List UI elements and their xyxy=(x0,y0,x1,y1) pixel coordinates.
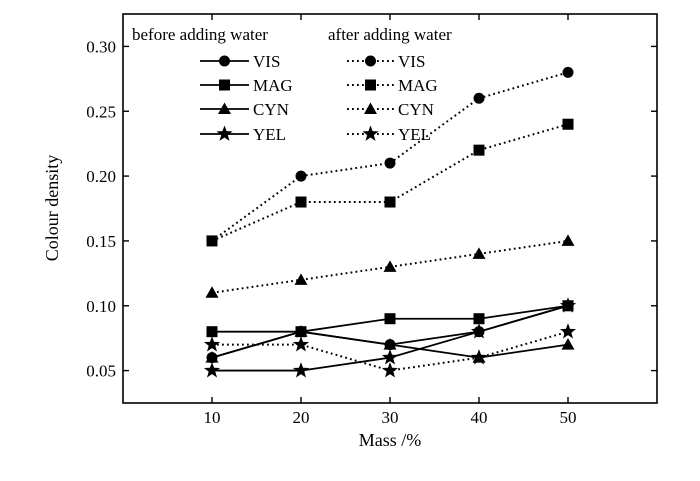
data-point-vis-after xyxy=(295,170,307,182)
data-point-yel-after xyxy=(292,336,310,352)
data-point-yel-before xyxy=(292,362,310,378)
data-point-cyn-after xyxy=(294,273,308,285)
legend-before-header: before adding water xyxy=(132,25,268,44)
axis-ticks: 10 20 30 40 50 0.05 0.10 0.15 0.20 0.25 0.30 xyxy=(86,14,657,427)
data-point-cyn-after xyxy=(472,247,486,259)
data-point-cyn-after xyxy=(205,286,219,298)
legend-marker-mag-before xyxy=(219,79,230,91)
legend-label-vis-before: VIS xyxy=(253,52,280,71)
data-point-mag-after xyxy=(473,144,485,156)
data-point-cyn-before xyxy=(383,338,397,350)
data-point-mag-after xyxy=(295,196,307,208)
series-mag-before xyxy=(206,300,574,338)
data-point-yel-before xyxy=(470,323,488,339)
data-point-cyn-before xyxy=(294,325,308,337)
series-line-vis-after xyxy=(211,71,569,242)
legend-entry-mag-after: MAG xyxy=(347,76,438,95)
data-point-yel-before xyxy=(203,362,221,378)
legend-marker-yel-before xyxy=(216,125,233,141)
data-point-cyn-after xyxy=(383,260,397,272)
x-tick-label: 20 xyxy=(293,408,310,427)
legend-entry-cyn-after: CYN xyxy=(347,100,434,119)
plot-marks xyxy=(203,66,577,378)
legend-marker-yel-after xyxy=(362,125,379,141)
legend-marker-cyn-before xyxy=(218,102,231,114)
x-tick-label: 10 xyxy=(204,408,221,427)
legend-entry-vis-after: VIS xyxy=(347,52,425,71)
legend: before adding water after adding water V… xyxy=(132,25,452,144)
y-tick-label: 0.10 xyxy=(86,297,116,316)
series-yel-after xyxy=(203,323,577,378)
data-point-mag-after xyxy=(206,235,218,247)
legend-label-vis-after: VIS xyxy=(398,52,425,71)
legend-label-mag-before: MAG xyxy=(253,76,293,95)
data-point-mag-before xyxy=(473,313,485,325)
y-tick-label: 0.05 xyxy=(86,362,116,381)
legend-label-yel-before: YEL xyxy=(253,125,286,144)
data-point-cyn-before xyxy=(205,351,219,363)
legend-entry-vis-before: VIS xyxy=(200,52,280,71)
legend-marker-vis-before xyxy=(219,55,230,67)
series-yel-before xyxy=(203,297,577,378)
x-tick-label: 50 xyxy=(560,408,577,427)
legend-label-yel-after: YEL xyxy=(398,125,431,144)
data-point-cyn-after xyxy=(561,234,575,246)
y-tick-label: 0.25 xyxy=(86,102,116,121)
data-point-mag-after xyxy=(384,196,396,208)
data-point-yel-before xyxy=(381,349,399,365)
data-point-mag-before xyxy=(384,313,396,325)
data-point-vis-after xyxy=(562,66,574,78)
legend-marker-mag-after xyxy=(365,79,376,91)
data-point-yel-after xyxy=(381,362,399,378)
data-point-vis-after xyxy=(384,157,396,169)
y-tick-label: 0.20 xyxy=(86,167,116,186)
legend-marker-cyn-after xyxy=(364,102,377,114)
data-point-cyn-before xyxy=(561,338,575,350)
legend-entry-yel-before: YEL xyxy=(200,125,286,144)
x-tick-label: 40 xyxy=(471,408,488,427)
legend-marker-vis-after xyxy=(365,55,376,67)
legend-label-mag-after: MAG xyxy=(398,76,438,95)
legend-after-header: after adding water xyxy=(328,25,452,44)
legend-label-cyn-after: CYN xyxy=(398,100,434,119)
legend-entries: VIS MAG CYN YEL VIS MAG CYN YEL xyxy=(200,52,438,144)
data-point-mag-after xyxy=(562,118,574,130)
series-mag-after xyxy=(206,118,574,247)
data-point-mag-before xyxy=(206,326,218,338)
data-point-yel-after xyxy=(203,336,221,352)
legend-entry-mag-before: MAG xyxy=(200,76,293,95)
legend-entry-cyn-before: CYN xyxy=(200,100,289,119)
data-point-yel-after xyxy=(470,349,488,365)
y-tick-label: 0.30 xyxy=(86,37,116,56)
y-tick-label: 0.15 xyxy=(86,232,116,251)
legend-entry-yel-after: YEL xyxy=(347,125,431,144)
data-point-vis-after xyxy=(473,92,485,104)
data-point-yel-after xyxy=(559,323,577,339)
data-point-yel-before xyxy=(559,297,577,313)
x-axis-label: Mass /% xyxy=(359,430,422,450)
series-cyn-after xyxy=(205,234,575,298)
y-axis-label: Colour density xyxy=(42,155,62,262)
x-tick-label: 30 xyxy=(382,408,399,427)
legend-label-cyn-before: CYN xyxy=(253,100,289,119)
